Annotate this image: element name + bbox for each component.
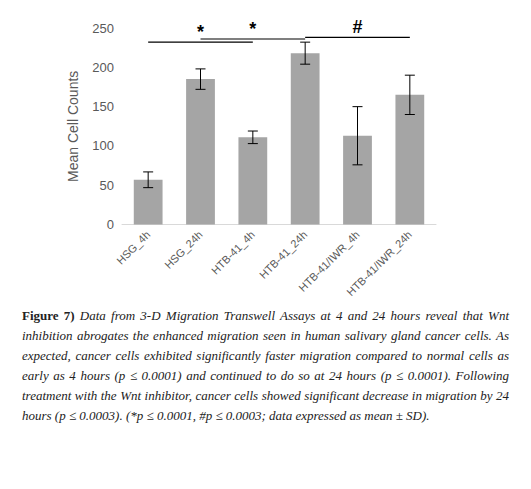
svg-text:0: 0 [107, 217, 114, 232]
svg-text:100: 100 [92, 138, 114, 153]
svg-text:150: 150 [92, 99, 114, 114]
svg-text:50: 50 [100, 178, 114, 193]
svg-text:#: # [352, 17, 362, 37]
svg-text:HSG_24h: HSG_24h [162, 228, 205, 271]
svg-text:*: * [249, 19, 256, 39]
svg-text:HTB-41_24h: HTB-41_24h [257, 228, 310, 281]
svg-text:250: 250 [92, 21, 114, 36]
html-text:Figure 7) Data from 3-D Migrat: Figure 7) Data from 3-D Migration Transw… [22, 308, 509, 423]
svg-text:HSG_4h: HSG_4h [114, 228, 152, 266]
svg-text:HTB-41/IWR_4h: HTB-41/IWR_4h [296, 228, 362, 294]
svg-text:200: 200 [92, 60, 114, 75]
svg-text:HTB-41/IWR_24h: HTB-41/IWR_24h [344, 228, 414, 298]
svg-text:HTB-41_4h: HTB-41_4h [209, 228, 257, 276]
svg-text:Mean Cell Counts: Mean Cell Counts [65, 71, 81, 182]
